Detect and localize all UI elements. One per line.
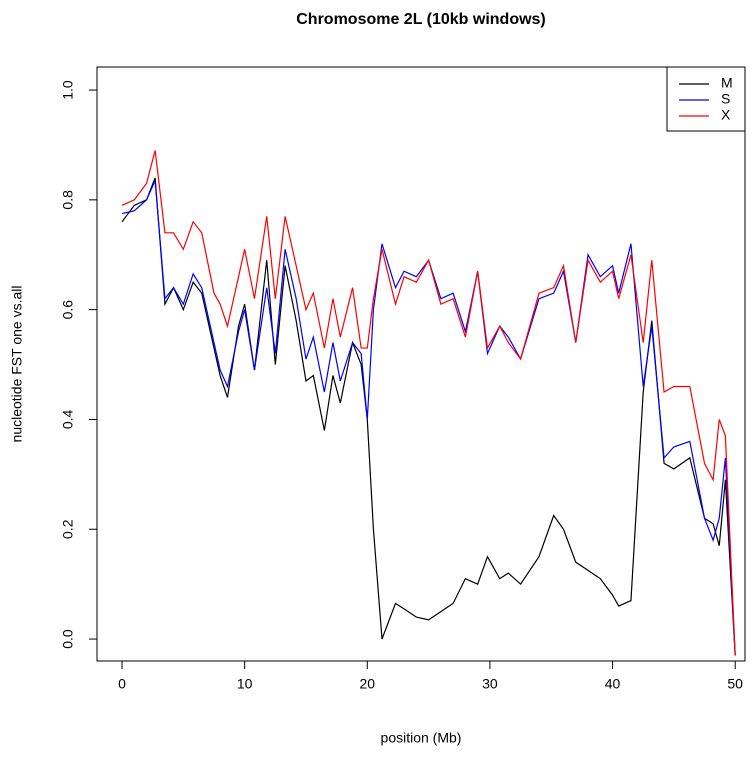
- x-tick-label: 30: [482, 676, 498, 692]
- series-line: [121, 180, 736, 656]
- legend-box: [666, 66, 746, 132]
- y-tick-label: 0.0: [60, 629, 76, 649]
- series-line: [121, 177, 736, 656]
- x-axis-label: position (Mb): [381, 730, 462, 746]
- x-tick-label: 20: [359, 676, 375, 692]
- y-tick-label: 0.2: [60, 519, 76, 539]
- x-tick-label: 50: [727, 676, 743, 692]
- y-axis-label: nucleotide FST one vs.all: [9, 286, 25, 443]
- y-tick-label: 1.0: [60, 80, 76, 100]
- plot-box: [96, 66, 746, 662]
- x-tick-label: 10: [237, 676, 253, 692]
- series-line: [121, 150, 736, 656]
- y-tick-label: 0.4: [60, 410, 76, 430]
- x-tick-label: 0: [118, 676, 126, 692]
- y-tick-label: 0.8: [60, 190, 76, 210]
- legend-label: S: [721, 91, 730, 107]
- chart-title: Chromosome 2L (10kb windows): [296, 11, 546, 28]
- legend-label: X: [721, 107, 731, 123]
- x-tick-label: 40: [605, 676, 621, 692]
- legend-label: M: [721, 75, 733, 91]
- y-tick-label: 0.6: [60, 300, 76, 320]
